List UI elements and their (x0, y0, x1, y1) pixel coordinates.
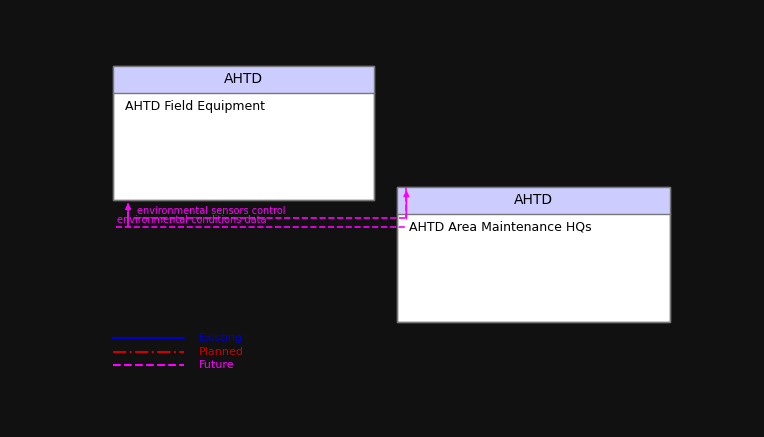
Text: Future: Future (199, 361, 235, 371)
Text: AHTD: AHTD (514, 194, 553, 208)
Text: environmental conditions data: environmental conditions data (118, 215, 267, 225)
Bar (397, 187, 670, 322)
Text: AHTD: AHTD (224, 73, 263, 87)
Text: environmental sensors control: environmental sensors control (137, 206, 286, 216)
Bar (397, 187, 670, 214)
Text: AHTD Area Maintenance HQs: AHTD Area Maintenance HQs (410, 221, 592, 234)
Text: Planned: Planned (199, 347, 244, 357)
Bar (113, 66, 374, 201)
Bar (113, 66, 374, 93)
Bar (113, 66, 374, 201)
Bar (397, 187, 670, 322)
Text: AHTD Field Equipment: AHTD Field Equipment (125, 100, 265, 113)
Text: Existing: Existing (199, 333, 244, 343)
